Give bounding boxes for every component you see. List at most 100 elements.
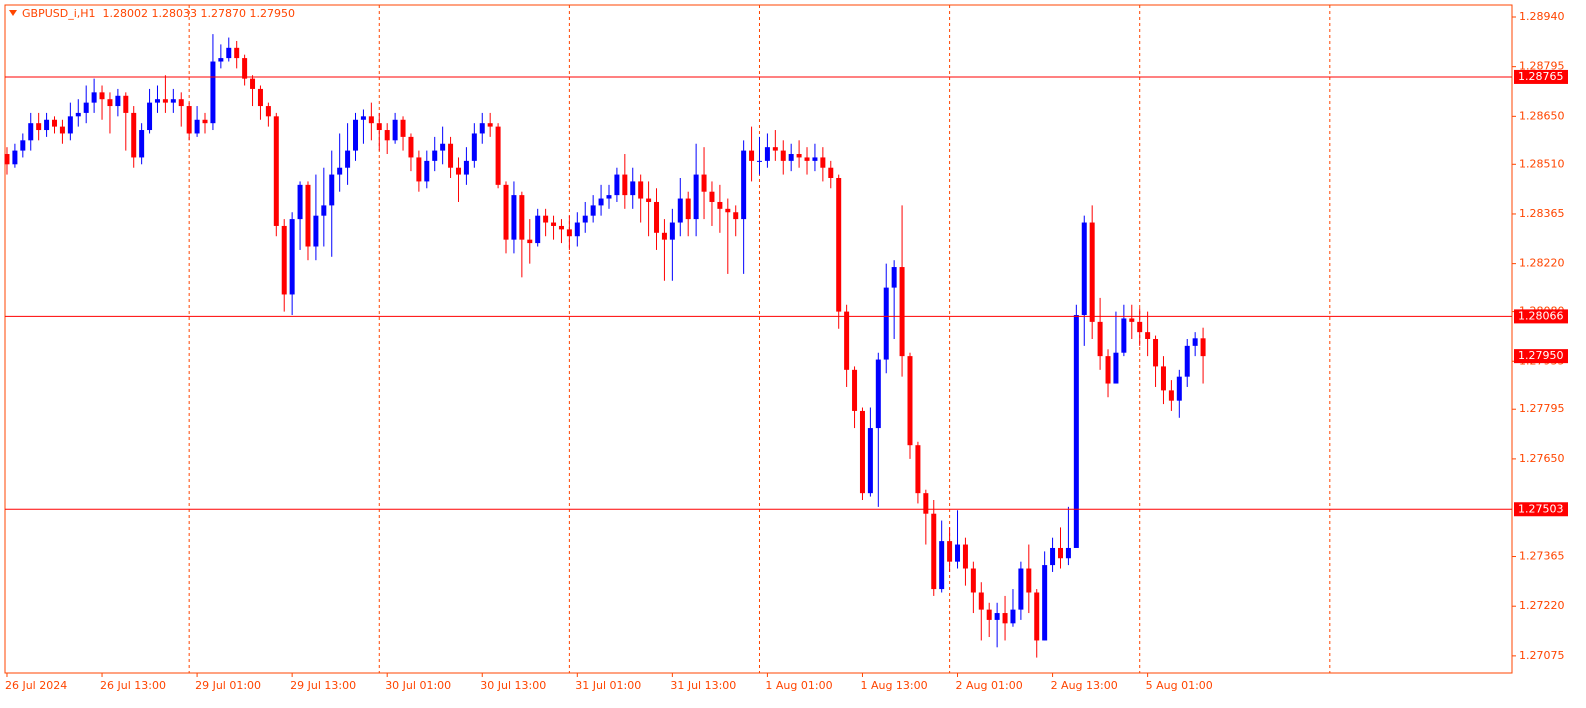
candle-body [12, 150, 18, 165]
y-tick-label: 1.27220 [1519, 599, 1565, 612]
candle-body [487, 123, 493, 127]
candle-body [194, 119, 200, 134]
candle-body [471, 133, 477, 161]
x-tick-label: 30 Jul 01:00 [385, 679, 451, 692]
x-tick-label: 26 Jul 2024 [5, 679, 67, 692]
candle-body [1097, 321, 1103, 357]
candle-body [725, 208, 731, 213]
y-tick-label: 1.28940 [1519, 10, 1565, 23]
candle-body [75, 112, 81, 117]
candle-body [321, 205, 327, 216]
candle-body [1073, 315, 1079, 548]
candle-body [598, 198, 604, 206]
candle-body [994, 613, 1000, 620]
candle-body [1113, 352, 1119, 384]
x-tick-label: 1 Aug 13:00 [860, 679, 927, 692]
y-tick-label: 1.27650 [1519, 452, 1565, 465]
candle-body [107, 99, 113, 107]
candle-body [867, 428, 873, 494]
candle-body [368, 116, 374, 124]
candle-body [622, 174, 628, 196]
candle-body [424, 160, 430, 182]
candle-body [186, 106, 192, 134]
x-tick-label: 31 Jul 01:00 [575, 679, 641, 692]
candle-body [1018, 568, 1024, 610]
candle-body [313, 215, 319, 247]
candle-body [749, 150, 755, 161]
x-tick-label: 31 Jul 13:00 [670, 679, 736, 692]
x-tick-label: 26 Jul 13:00 [100, 679, 166, 692]
candle-body [123, 95, 129, 113]
candle-body [289, 219, 295, 295]
candle-body [741, 150, 747, 220]
candle-body [495, 126, 501, 185]
candle-body [701, 174, 707, 192]
x-tick-label: 29 Jul 13:00 [290, 679, 356, 692]
candle-body [1121, 318, 1127, 353]
level-tag-label: 1.28765 [1518, 70, 1564, 83]
candle-body [416, 157, 422, 182]
candle-body [1026, 568, 1032, 593]
candle-body [558, 225, 564, 230]
candle-body [463, 160, 469, 175]
candle-body [986, 609, 992, 620]
x-tick-label: 2 Aug 13:00 [1051, 679, 1118, 692]
candle-body [875, 359, 881, 429]
candle-body [654, 201, 660, 233]
candle-body [630, 181, 636, 196]
candle-body [226, 47, 232, 59]
y-tick-label: 1.28220 [1519, 257, 1565, 270]
candle-body [955, 544, 961, 562]
candle-body [408, 136, 414, 158]
candle-body [265, 106, 271, 117]
candle-body [535, 215, 541, 244]
candle-body [788, 154, 794, 161]
x-tick-label: 1 Aug 01:00 [765, 679, 832, 692]
candle-body [646, 198, 652, 202]
x-tick-label: 5 Aug 01:00 [1146, 679, 1213, 692]
x-tick-label: 29 Jul 01:00 [195, 679, 261, 692]
candle-body [511, 195, 517, 240]
candle-body [1145, 332, 1151, 339]
candle-body [440, 143, 446, 151]
candle-body [202, 119, 208, 124]
candle-body [400, 119, 406, 137]
candle-body [170, 99, 176, 103]
candle-body [669, 222, 675, 240]
candle-body [1057, 547, 1063, 559]
candle-body [1065, 547, 1071, 559]
candle-body [210, 61, 216, 124]
candle-body [772, 147, 778, 151]
candle-body [836, 177, 842, 312]
x-tick-label: 30 Jul 13:00 [480, 679, 546, 692]
candle-body [162, 99, 168, 103]
candle-body [99, 92, 105, 100]
candle-body [154, 99, 160, 103]
candle-body [1002, 613, 1008, 624]
candle-body [590, 205, 596, 216]
candle-body [899, 267, 905, 357]
menu-triangle[interactable] [9, 10, 17, 16]
candle-body [503, 184, 509, 240]
candle-body [543, 215, 549, 223]
candle-body [67, 116, 73, 134]
candle-body [360, 116, 366, 120]
candle-body [915, 445, 921, 494]
candle-body [844, 311, 850, 370]
candle-body [852, 369, 858, 411]
level-tag [1514, 309, 1568, 324]
price-tag-label: 1.27950 [1518, 349, 1564, 362]
candle-body [305, 184, 311, 247]
candle-body [970, 568, 976, 593]
candle-body [1184, 345, 1190, 377]
candle-body [59, 126, 65, 134]
candle-body [812, 157, 818, 161]
candle-body [297, 184, 303, 220]
candle-body [693, 174, 699, 220]
candle-body [764, 147, 770, 161]
candle-body [780, 150, 786, 161]
candle-body [91, 92, 97, 103]
plot-frame [4, 4, 1513, 674]
candle-body [131, 112, 137, 158]
